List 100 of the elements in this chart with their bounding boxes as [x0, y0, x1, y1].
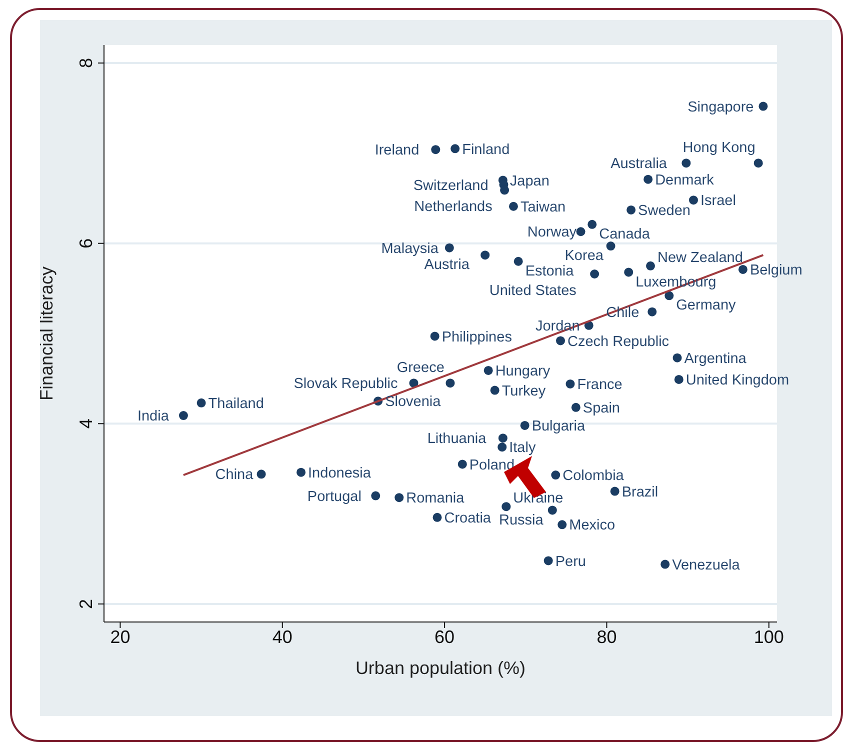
annotation: Portugal	[307, 488, 362, 505]
point	[484, 366, 493, 375]
point	[644, 174, 653, 184]
annotation: China	[215, 467, 254, 484]
point	[450, 144, 460, 154]
point	[626, 205, 636, 214]
x-axis-title: Urban population (%)	[355, 658, 526, 678]
annotation: Belgium	[750, 262, 802, 279]
annotation: Taiwan	[520, 199, 566, 216]
point	[458, 460, 467, 469]
annotation: Ukraine	[513, 490, 564, 507]
annotation: Canada	[599, 226, 651, 242]
point	[688, 196, 698, 205]
annotation: Singapore	[688, 99, 754, 116]
annotation: Austria	[424, 257, 470, 274]
point	[551, 470, 560, 480]
point	[178, 411, 188, 420]
point	[576, 227, 586, 236]
y-tick-label: 2	[76, 598, 96, 609]
point	[590, 269, 600, 278]
annotation: Lithuania	[427, 431, 488, 448]
annotation: Spain	[582, 400, 620, 417]
point	[558, 520, 567, 530]
annotation: Bulgaria	[532, 418, 586, 435]
annotation: Peru	[555, 554, 586, 570]
point	[571, 402, 580, 412]
point	[758, 102, 768, 111]
annotation: Russia	[498, 512, 544, 528]
annotation: Turkey	[502, 383, 546, 400]
point	[296, 468, 306, 477]
point	[432, 512, 442, 522]
annotation: Croatia	[444, 510, 492, 526]
annotation: Slovak Republic	[294, 376, 398, 392]
annotation: France	[577, 377, 622, 394]
annotation: Italy	[509, 440, 536, 456]
annotation: Finland	[462, 142, 510, 158]
point	[648, 307, 657, 316]
point	[672, 353, 682, 362]
point	[664, 291, 674, 300]
point	[394, 493, 404, 502]
annotation: Switzerland	[413, 178, 488, 194]
y-tick-label: 8	[76, 58, 96, 68]
point	[444, 243, 454, 252]
point	[520, 420, 530, 430]
point	[646, 261, 656, 270]
annotation: Philippines	[442, 329, 512, 346]
annotation: Thailand	[208, 396, 264, 412]
point	[431, 145, 440, 154]
annotation: Slovenia	[385, 394, 442, 410]
x-tick-label: 100	[754, 626, 784, 647]
point	[196, 398, 206, 408]
annotation: Poland	[469, 457, 515, 474]
y-tick-label: 6	[76, 238, 96, 248]
point	[606, 242, 616, 251]
point	[514, 256, 523, 266]
annotation: Korea	[564, 248, 604, 264]
point	[548, 506, 557, 515]
annotation: Greece	[396, 360, 444, 376]
y-tick-label: 4	[76, 418, 96, 429]
point	[610, 486, 620, 496]
annotation: Hungary	[495, 364, 551, 380]
x-tick-label: 80	[596, 626, 617, 647]
point	[502, 502, 511, 512]
annotation: Israel	[700, 193, 736, 210]
point	[490, 386, 500, 395]
annotation: Mexico	[569, 518, 616, 534]
point	[480, 250, 490, 260]
point	[674, 374, 684, 384]
annotation: Australia	[610, 156, 668, 172]
point	[660, 560, 670, 569]
annotation: Colombia	[562, 468, 625, 484]
point	[738, 264, 748, 274]
annotation: Denmark	[655, 172, 715, 188]
point	[371, 491, 380, 500]
annotation: United States	[489, 283, 576, 300]
point	[624, 268, 634, 277]
annotation: Hong Kong	[682, 140, 756, 156]
annotation: Japan	[510, 173, 550, 190]
annotation: Netherlands	[414, 199, 492, 216]
annotation: Estonia	[525, 263, 575, 280]
annotation: India	[137, 408, 170, 425]
point	[446, 378, 455, 388]
annotation: Sweden	[638, 203, 690, 220]
annotation: New Zealand	[658, 250, 743, 266]
point	[566, 379, 575, 388]
annotation: Malaysia	[381, 240, 440, 257]
annotation: United Kingdom	[686, 372, 790, 389]
point	[588, 220, 597, 229]
point	[498, 434, 508, 443]
point	[556, 336, 566, 346]
point	[754, 158, 763, 168]
annotation: Czech Republic	[568, 334, 670, 350]
annotation: Chile	[606, 304, 640, 321]
annotation: Ireland	[374, 142, 420, 159]
annotation: Venezuela	[672, 557, 741, 574]
point	[500, 186, 510, 195]
point	[498, 442, 507, 452]
point	[256, 470, 266, 479]
annotation: Indonesia	[308, 465, 372, 482]
point	[508, 202, 518, 211]
